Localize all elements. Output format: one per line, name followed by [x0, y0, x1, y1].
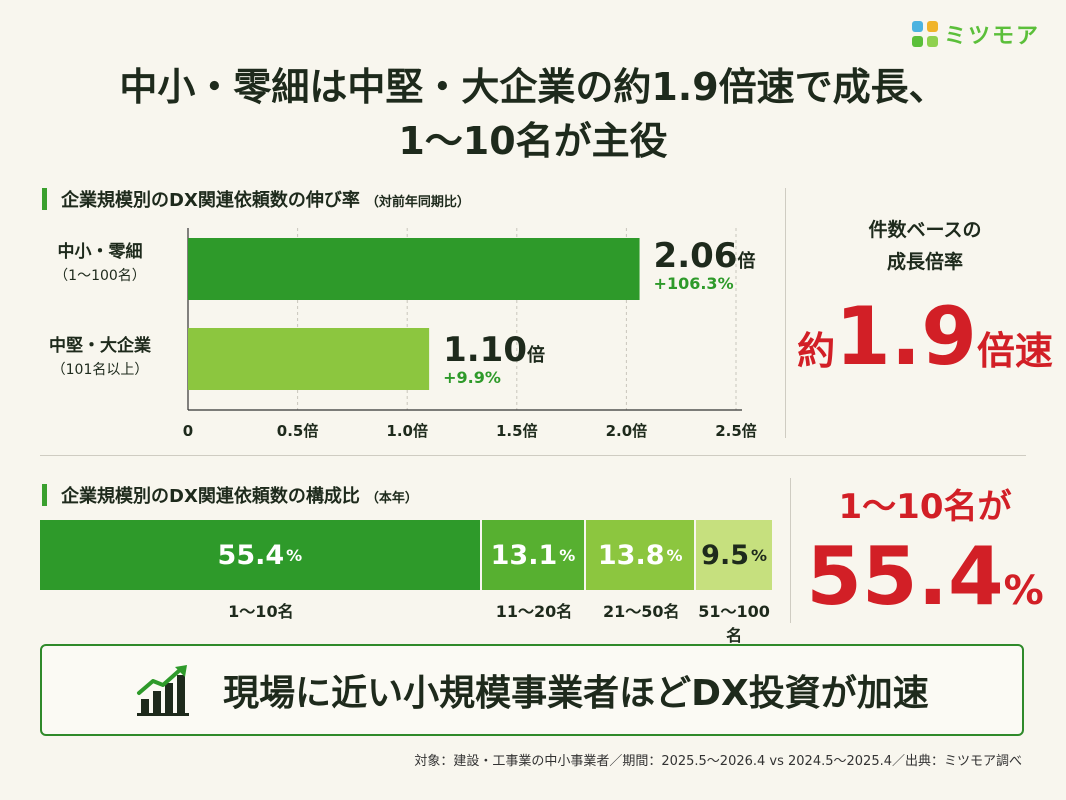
heading-accent-bar [42, 484, 47, 506]
banner-text: 現場に近い小規模事業者ほどDX投資が加速 [223, 673, 929, 714]
category-label-large-sub: （101名以上） [51, 362, 149, 378]
growth-callout-value: 約1.9倍速 [790, 292, 1060, 404]
composition-segment: 13.8% [586, 520, 695, 590]
segment-category-label: 21〜50名 [602, 602, 680, 621]
bar-value-small-unit: 倍 [737, 251, 756, 272]
share-callout-caption: 1〜10名が [838, 487, 1012, 527]
x-tick-label: 0.5倍 [277, 422, 319, 440]
segment-value: 55.4 [217, 539, 285, 571]
x-tick-label: 0 [183, 422, 193, 440]
composition-segment: 55.4% [40, 520, 480, 590]
composition-category-labels: 1〜10名 11〜20名 21〜50名 51〜100名 [40, 598, 772, 645]
heading-accent-bar [42, 188, 47, 210]
bar-value-small-number: 2.06 [653, 236, 738, 276]
segment-unit: % [666, 545, 683, 565]
category-label-large-main: 中堅・大企業 [49, 336, 151, 356]
growth-callout-suffix: 倍速 [976, 329, 1053, 373]
title-line-2: 1〜10名が主役 [398, 119, 668, 163]
growth-heading-text: 企業規模別のDX関連依頼数の伸び率 [61, 190, 360, 211]
conclusion-banner: 現場に近い小規模事業者ほどDX投資が加速 [40, 644, 1024, 736]
bar-value-large-number: 1.10 [443, 330, 527, 370]
composition-section-heading: 企業規模別のDX関連依頼数の構成比 （本年） [42, 482, 418, 508]
x-tick-label: 1.5倍 [496, 422, 538, 440]
x-tick-label: 2.5倍 [715, 422, 757, 440]
segment-value: 13.8 [597, 539, 665, 571]
bar-growth-large: +9.9% [443, 368, 501, 387]
growth-callout-prefix: 約 [797, 329, 836, 373]
divider-vertical-top [785, 188, 786, 438]
category-label-small-sub: （1〜100名） [54, 268, 146, 284]
divider-horizontal [40, 455, 1026, 456]
divider-vertical-bottom [790, 478, 791, 623]
title-line-1: 中小・零細は中堅・大企業の約1.9倍速で成長、 [119, 65, 947, 109]
share-callout-number: 55.4 [806, 530, 1004, 623]
share-callout-unit: % [1003, 568, 1044, 614]
page-title: 中小・零細は中堅・大企業の約1.9倍速で成長、 1〜10名が主役 [0, 60, 1066, 168]
brand-logo: ミツモア [911, 18, 1040, 50]
brand-mark-icon [911, 21, 938, 47]
bar-value-small: 2.06倍 +106.3% [654, 236, 756, 293]
segment-category-label: 1〜10名 [228, 602, 294, 621]
segment-category-label: 11〜20名 [495, 602, 573, 621]
segment-unit: % [751, 545, 768, 565]
growth-section-heading: 企業規模別のDX関連依頼数の伸び率 （対前年同期比） [42, 186, 470, 212]
category-label-small-main: 中小・零細 [57, 242, 143, 262]
composition-segment: 9.5% [696, 520, 772, 590]
composition-heading-sub: （本年） [365, 491, 418, 506]
segment-unit: % [559, 545, 576, 565]
share-callout-value: 55.4% [795, 532, 1055, 644]
composition-heading-text: 企業規模別のDX関連依頼数の構成比 [61, 486, 360, 507]
growth-callout-number: 1.9 [835, 290, 977, 383]
segment-unit: % [286, 545, 303, 565]
category-label-large: 中堅・大企業 （101名以上） [30, 334, 170, 382]
growth-bar-chart-icon [137, 665, 190, 716]
growth-bar-chart: 0 0.5倍 1.0倍 1.5倍 2.0倍 2.5倍 [183, 228, 757, 440]
bar-value-large-unit: 倍 [527, 345, 545, 366]
source-footnote: 対象：建設・工事業の中小事業者／期間：2025.5〜2026.4 vs 2024… [414, 754, 1022, 769]
bar-0 [188, 238, 640, 300]
bar-value-large: 1.10倍 +9.9% [443, 330, 545, 387]
segment-value: 9.5 [701, 539, 750, 571]
bar-growth-small: +106.3% [653, 274, 734, 293]
growth-heading-sub: （対前年同期比） [365, 195, 470, 210]
segment-value: 13.1 [490, 539, 558, 571]
composition-stacked-bar: 55.4% 13.1% 13.8% 9.5% [40, 520, 772, 590]
x-tick-label: 2.0倍 [606, 422, 648, 440]
bar-1 [188, 328, 430, 390]
brand-name: ミツモア [943, 24, 1040, 49]
growth-callout-line1: 件数ベースの [868, 219, 982, 241]
growth-callout-caption: 件数ベースの 成長倍率 [795, 214, 1055, 278]
x-tick-label: 1.0倍 [386, 422, 428, 440]
segment-category-label: 51〜100名 [698, 602, 770, 645]
composition-segment: 13.1% [481, 520, 585, 590]
growth-callout-line2: 成長倍率 [886, 251, 963, 273]
category-label-small: 中小・零細 （1〜100名） [30, 240, 170, 288]
